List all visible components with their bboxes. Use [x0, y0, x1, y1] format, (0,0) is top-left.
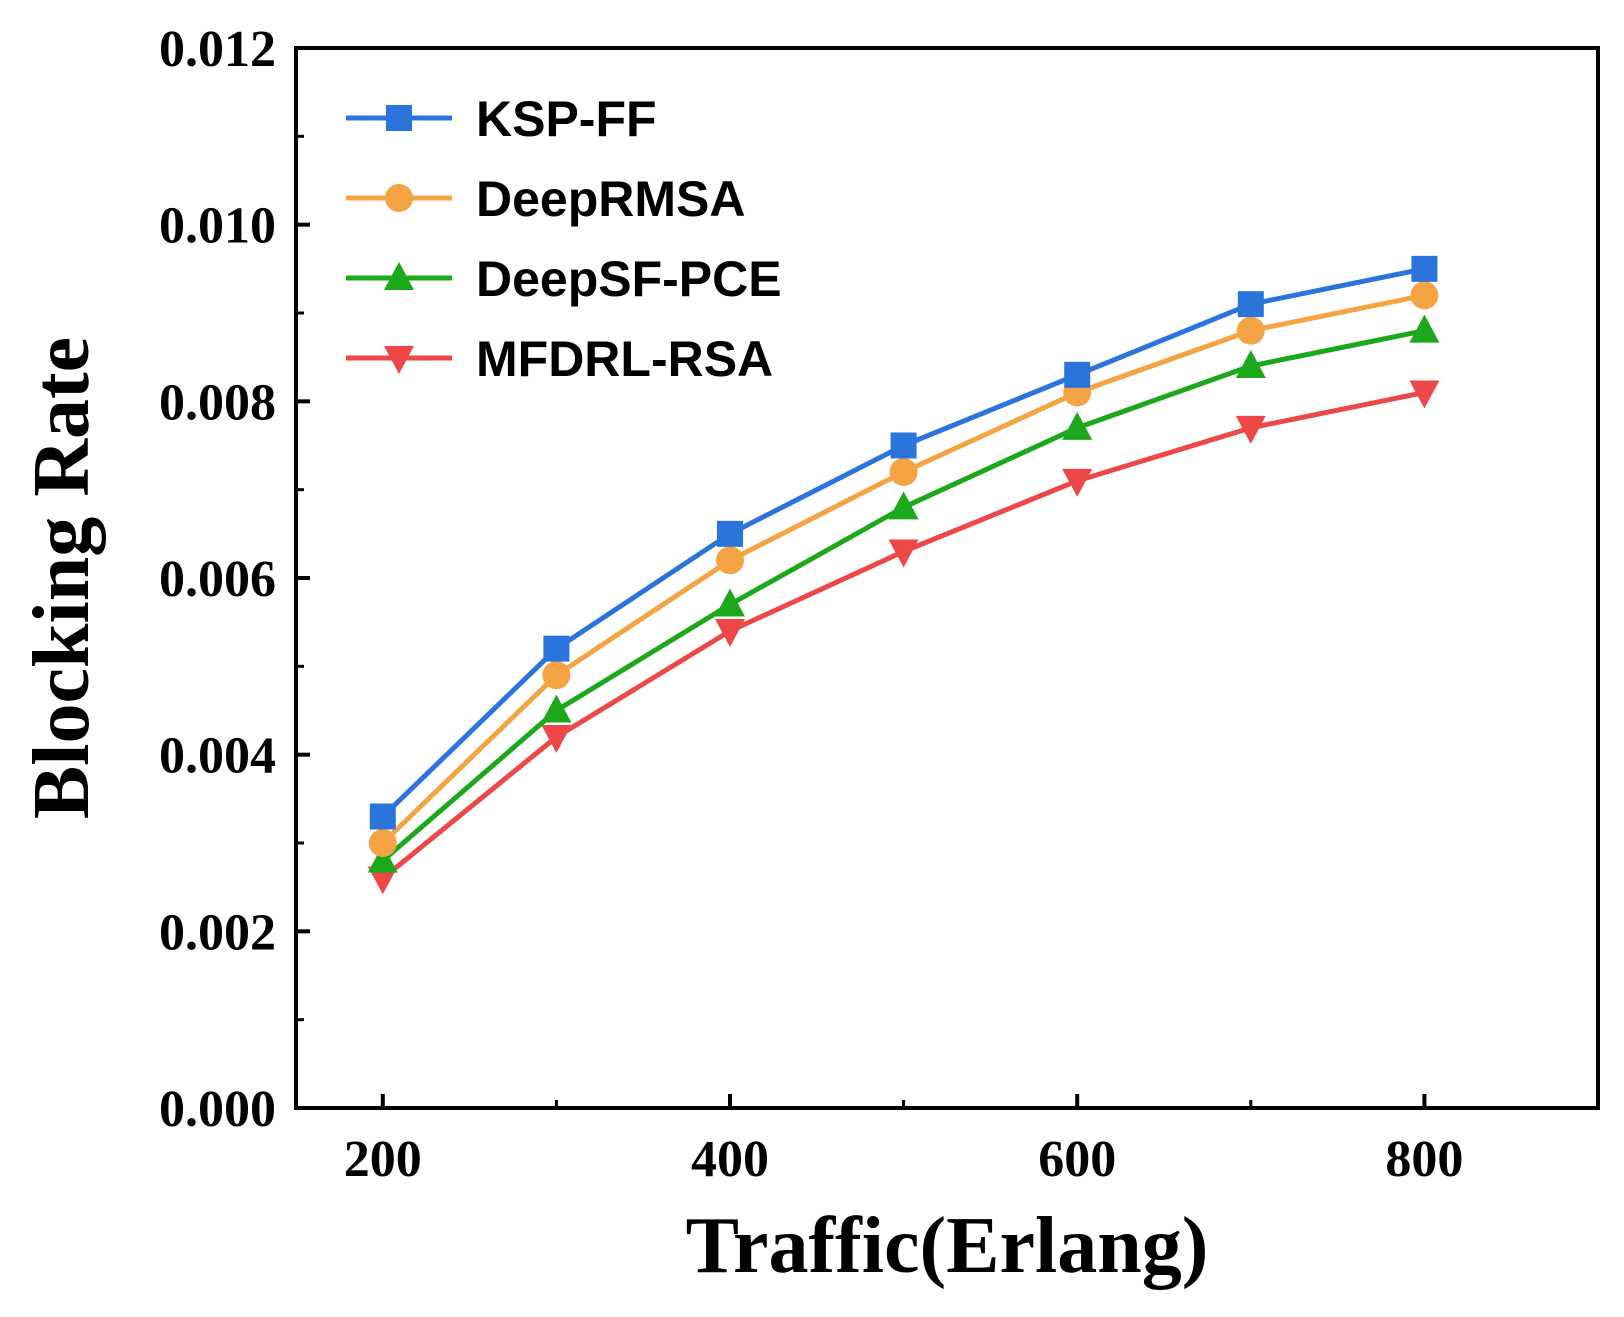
legend-item-mfdrl-rsa: MFDRL-RSA — [346, 331, 773, 387]
legend-marker — [385, 184, 413, 212]
y-axis-title: Blocking Rate — [18, 337, 106, 819]
data-point — [890, 432, 917, 459]
data-point — [888, 539, 919, 568]
legend-marker — [386, 105, 412, 131]
legend-item-deeprmsa: DeepRMSA — [346, 171, 745, 227]
legend: KSP-FF DeepRMSA DeepSF-PCE MFDRL-RSA — [346, 91, 782, 387]
data-point — [541, 694, 572, 723]
series-deeprmsa — [368, 281, 1439, 857]
data-point — [1411, 255, 1438, 282]
data-point — [1236, 316, 1265, 345]
data-point — [367, 866, 398, 895]
legend-item-ksp-ff: KSP-FF — [346, 91, 657, 147]
legend-marker — [384, 346, 414, 374]
legend-label: KSP-FF — [476, 91, 657, 147]
x-tick-label: 600 — [1038, 1131, 1116, 1188]
series-deepsf-pce — [367, 314, 1440, 873]
x-axis-title: Traffic(Erlang) — [686, 1202, 1209, 1290]
data-point — [1062, 411, 1093, 440]
data-point — [369, 803, 396, 830]
y-tick-label: 0.004 — [159, 728, 276, 785]
legend-label: DeepSF-PCE — [476, 251, 782, 307]
x-tick-label: 800 — [1385, 1131, 1463, 1188]
data-point — [367, 844, 398, 873]
x-tick-label: 400 — [691, 1131, 769, 1188]
legend-label: MFDRL-RSA — [476, 331, 773, 387]
data-point — [1410, 281, 1439, 310]
data-point — [1235, 415, 1266, 444]
data-point — [715, 619, 745, 647]
x-tick-label: 200 — [344, 1131, 422, 1188]
data-point — [716, 546, 744, 575]
data-point — [1064, 361, 1091, 388]
y-tick-label: 0.002 — [159, 904, 276, 961]
series-group — [367, 255, 1440, 895]
series-mfdrl-rsa — [367, 380, 1440, 895]
data-point — [889, 458, 918, 486]
data-point — [543, 635, 570, 662]
data-point — [1235, 350, 1266, 378]
data-point — [368, 829, 397, 857]
data-point — [1237, 291, 1264, 318]
legend-marker — [384, 262, 414, 290]
series-ksp-ff — [369, 255, 1438, 830]
axes: 0.000 0.002 0.004 0.006 0.008 0.010 0.012 200 40… — [159, 21, 1600, 1188]
y-tick-label: 0.012 — [159, 21, 276, 78]
data-point — [1062, 468, 1093, 497]
legend-label: DeepRMSA — [476, 171, 745, 227]
data-point — [541, 725, 572, 753]
data-point — [1409, 380, 1440, 409]
data-point — [888, 491, 919, 520]
data-point — [715, 588, 745, 617]
y-tick-label: 0.000 — [159, 1081, 276, 1138]
legend-item-deepsf-pce: DeepSF-PCE — [346, 251, 782, 307]
y-tick-label: 0.008 — [159, 374, 276, 431]
data-point — [1409, 314, 1440, 343]
data-point — [542, 661, 571, 690]
data-point — [717, 520, 743, 547]
y-tick-label: 0.006 — [159, 551, 276, 608]
y-tick-label: 0.010 — [159, 198, 276, 255]
